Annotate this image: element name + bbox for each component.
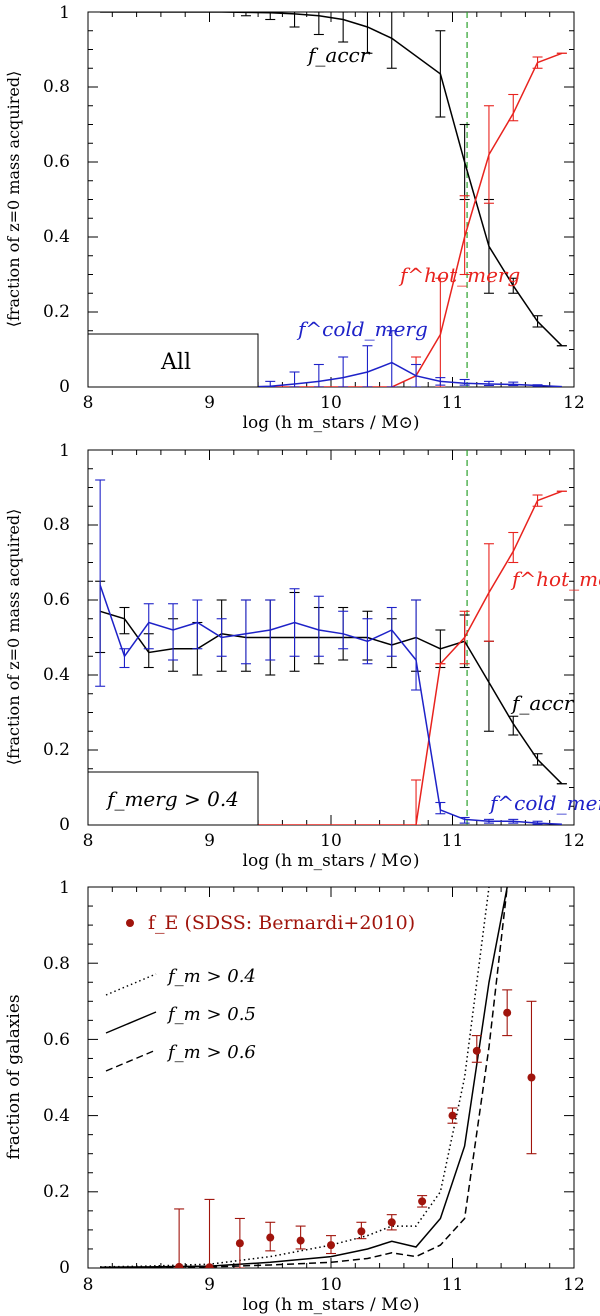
legend-marker-sdss [126, 919, 134, 927]
x-tick-label: 11 [442, 1275, 464, 1295]
series-layer [88, 479, 567, 825]
series-line-f-m-0-4 [100, 887, 490, 1268]
legend-line-solid [105, 1011, 157, 1034]
x-tick-label: 8 [83, 393, 94, 413]
y-tick-label: 0.2 [43, 1182, 70, 1202]
y-tick-label: 0.6 [43, 1030, 70, 1050]
x-tick-label: 9 [204, 831, 215, 851]
x-tick-label: 8 [83, 831, 94, 851]
x-tick-label: 12 [563, 1275, 585, 1295]
legend-box-label: All [160, 350, 191, 375]
sdss-data-point [296, 1236, 305, 1245]
y-tick-label: 0.2 [43, 740, 70, 760]
x-tick-label: 8 [83, 1275, 94, 1295]
legend-box [87, 771, 259, 826]
y-axis-label: ⟨fraction of z=0 mass acquired⟩ [4, 509, 23, 766]
x-tick-label: 10 [320, 1275, 342, 1295]
legend-label-dotted: f_m > 0.4 [166, 966, 256, 987]
y-tick-label: 1 [59, 441, 70, 461]
y-tick-label: 1 [59, 878, 70, 898]
x-tick-label: 10 [320, 393, 342, 413]
plot-frame [87, 886, 575, 1269]
series-line-f-accr [99, 610, 563, 785]
y-tick-label: 0 [59, 815, 70, 835]
x-ticks [87, 887, 575, 1268]
sdss-data-point [472, 1046, 481, 1055]
x-ticks [87, 450, 575, 825]
y-axis-label: fraction of galaxies [4, 994, 24, 1159]
y-tick-label: 0.2 [43, 302, 70, 322]
sdss-data-point [503, 1008, 512, 1017]
hot-annotation: f^hot_merg [510, 567, 600, 591]
accr-annotation: f_accr [306, 43, 371, 67]
legend-label-solid: f_m > 0.5 [166, 1004, 256, 1025]
cold-annotation: f^cold_merg [488, 791, 600, 815]
y-tick-label: 0.6 [43, 590, 70, 610]
panel-all: 0 0.2 0.4 0.6 0.8 1 8 9 10 11 12 log (h … [4, 3, 585, 433]
x-axis-label: log (h m_stars / M⊙) [243, 1295, 420, 1315]
sdss-data-point [327, 1241, 335, 1250]
sdss-data-point [448, 1111, 457, 1120]
y-tick-label: 0.4 [43, 665, 70, 685]
legend-label-dashed: f_m > 0.6 [166, 1042, 256, 1063]
y-axis-label: ⟨fraction of z=0 mass acquired⟩ [4, 71, 23, 328]
x-axis-label: log (h m_stars / M⊙) [243, 851, 420, 871]
y-tick-label: 0 [59, 1258, 70, 1278]
y-tick-label: 0.4 [43, 227, 70, 247]
legend-line-dashed [105, 1049, 157, 1072]
legend-box-label: f_merg > 0.4 [105, 787, 239, 811]
x-tick-label: 11 [442, 393, 464, 413]
legend-label-sdss: f_E (SDSS: Bernardi+2010) [148, 912, 415, 934]
x-tick-label: 12 [563, 831, 585, 851]
x-tick-label: 11 [442, 831, 464, 851]
sdss-data-point [527, 1073, 536, 1082]
x-tick-label: 10 [320, 831, 342, 851]
sdss-data-point [357, 1227, 366, 1236]
panel-galaxy-fraction: 0 0.2 0.4 0.6 0.8 1 8 9 10 11 12 log (h … [4, 878, 585, 1315]
series-line-f-m-0-6 [100, 887, 508, 1268]
x-axis-label: log (h m_stars / M⊙) [243, 413, 420, 433]
x-tick-label: 9 [204, 1275, 215, 1295]
y-tick-label: 0.8 [43, 77, 70, 97]
y-ticks [88, 886, 574, 1269]
legend-line-dotted [105, 973, 157, 996]
series-line-f-merg-hot [88, 490, 563, 825]
sdss-data-point [205, 1263, 214, 1268]
accr-annotation: f_accr [510, 691, 575, 715]
y-tick-label: 0 [59, 377, 70, 397]
x-tick-label: 12 [563, 393, 585, 413]
y-ticks [88, 11, 574, 388]
y-tick-label: 0.8 [43, 515, 70, 535]
y-tick-label: 0.6 [43, 152, 70, 172]
y-tick-label: 0.8 [43, 954, 70, 974]
legend-box [87, 333, 259, 388]
series-layer [100, 887, 537, 1268]
sdss-data-point [235, 1239, 244, 1248]
y-tick-label: 1 [59, 3, 70, 23]
panel-fmerg-04: 0 0.2 0.4 0.6 0.8 1 8 9 10 11 12 log (h … [4, 441, 600, 871]
cold-annotation: f^cold_merg [296, 317, 428, 341]
hot-annotation: f^hot_merg [398, 263, 520, 287]
y-tick-label: 0.4 [43, 1106, 70, 1126]
series-line-f-m-0-5 [100, 887, 508, 1268]
sdss-data-point [266, 1233, 275, 1242]
sdss-data-point [418, 1197, 427, 1206]
sdss-data-point [387, 1218, 396, 1227]
sdss-data-point [175, 1262, 184, 1268]
series-line-f-merg-cold [99, 584, 562, 825]
x-tick-label: 9 [204, 393, 215, 413]
